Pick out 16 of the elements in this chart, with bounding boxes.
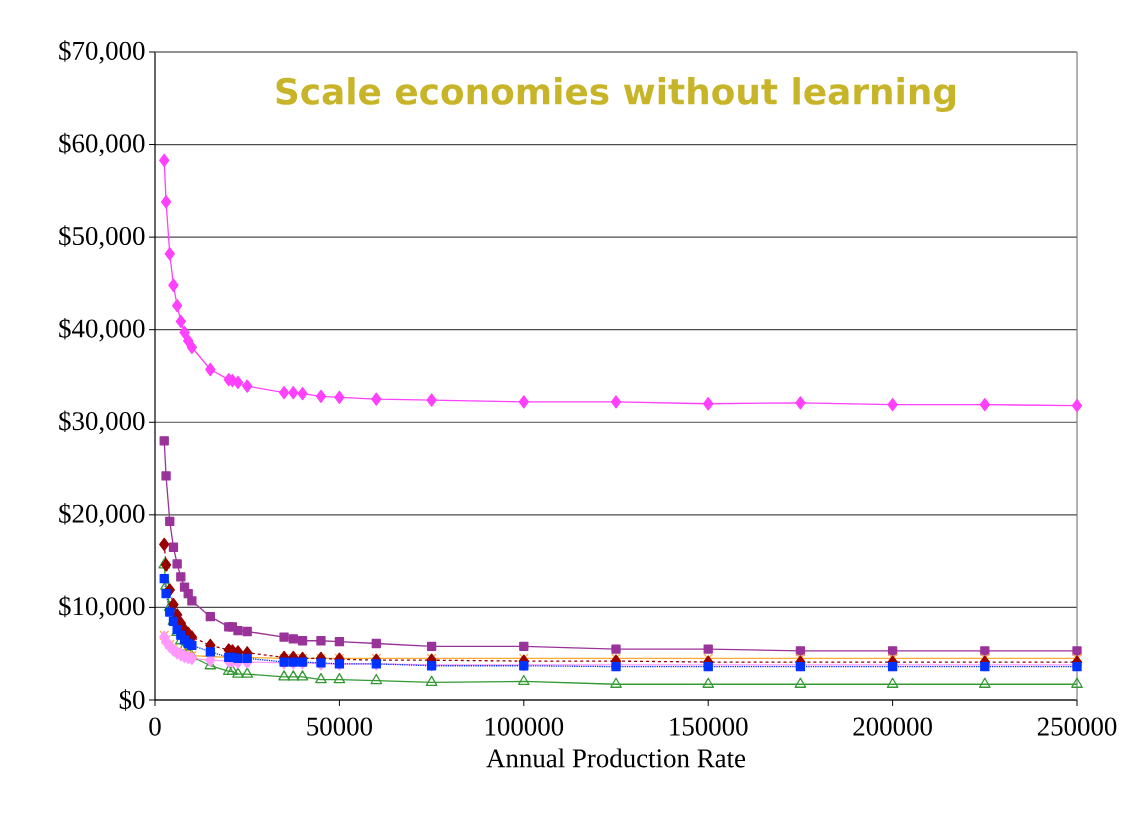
y-tick-label: $40,000 — [59, 317, 145, 342]
x-tick-label: 100000 — [485, 717, 564, 736]
x-tick-label: 200000 — [853, 717, 932, 736]
y-tick-label: $60,000 — [59, 132, 145, 157]
y-tick-label: $70,000 — [59, 40, 145, 64]
x-tick-label: 0 — [149, 717, 161, 736]
y-tick-label: $30,000 — [59, 410, 145, 435]
x-tick-label: 250000 — [1037, 717, 1117, 736]
x-axis-title: Annual Production Rate — [486, 748, 746, 768]
y-tick-label: $50,000 — [59, 225, 145, 249]
x-tick-label: 150000 — [670, 717, 748, 736]
x-tick-label: 50000 — [307, 717, 373, 736]
y-tick-label: $20,000 — [59, 503, 145, 527]
y-tick-label: $0 — [119, 689, 145, 711]
y-tick-label: $10,000 — [59, 595, 145, 620]
text: Scale economies without learning — [276, 77, 956, 113]
